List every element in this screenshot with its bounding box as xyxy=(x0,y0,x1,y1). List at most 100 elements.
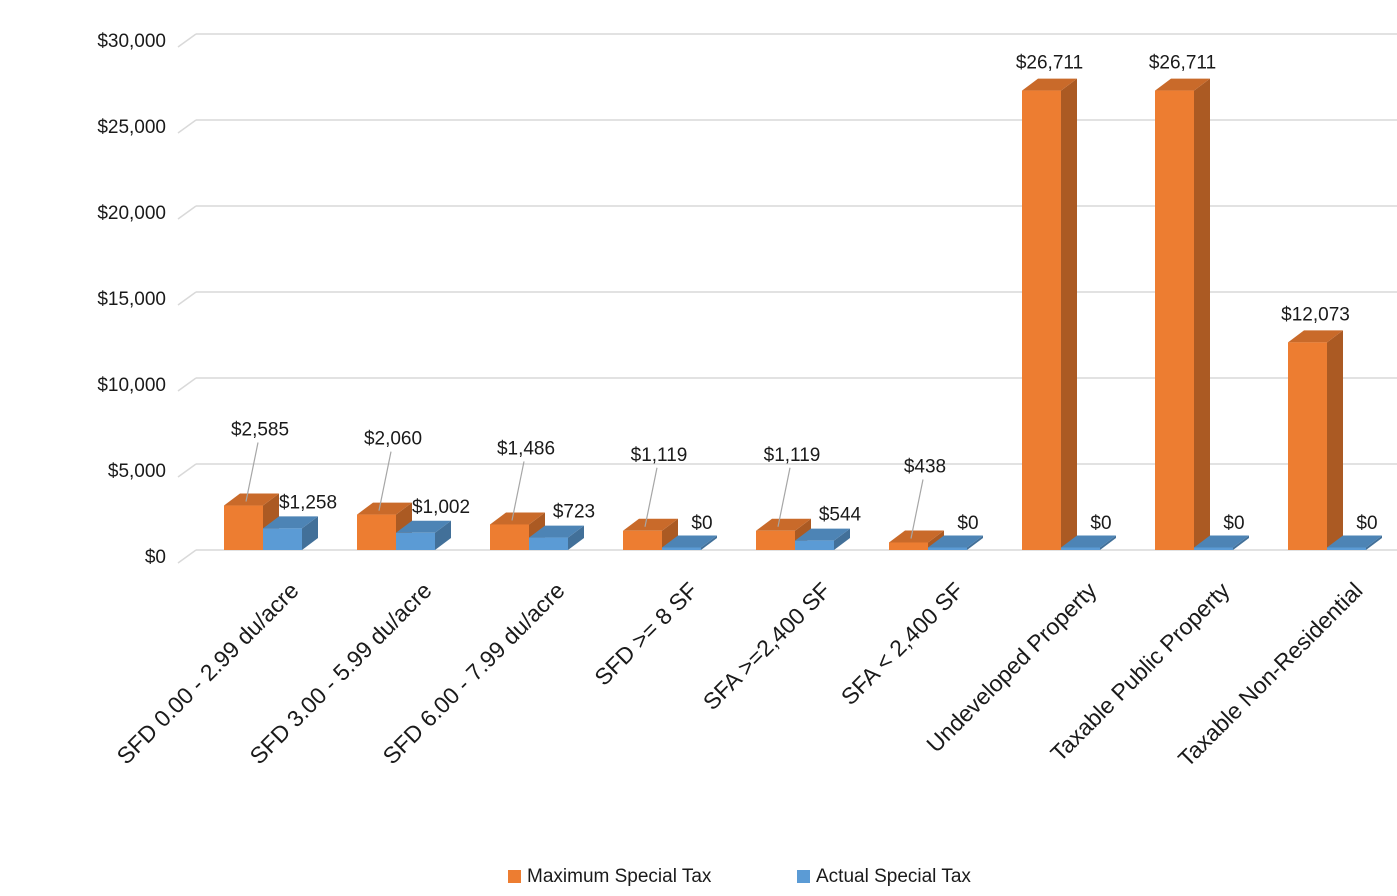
y-tick-label: $10,000 xyxy=(97,375,166,396)
actual-tax-bar xyxy=(928,535,983,550)
max-tax-bar-top xyxy=(357,502,412,515)
bars xyxy=(224,78,1382,550)
max-label-leader xyxy=(777,467,791,527)
max-tax-bar-front xyxy=(1288,342,1327,550)
actual-tax-bar-side xyxy=(1100,535,1116,550)
gridline-depth xyxy=(177,291,197,306)
max-tax-bar-front xyxy=(623,530,662,550)
actual-tax-data-label: $723 xyxy=(553,502,595,523)
max-tax-bar-top xyxy=(1155,78,1210,91)
y-tick-label: $0 xyxy=(145,547,166,568)
data-labels: $2,585 $1,258 $2,060 $1,002 $1,486 $723 $1,119… xyxy=(231,53,1378,534)
actual-tax-data-label: $1,258 xyxy=(279,492,337,513)
actual-tax-bar-front xyxy=(1061,547,1100,550)
max-tax-bar-top xyxy=(224,493,279,506)
y-tick-label: $20,000 xyxy=(97,203,166,224)
max-tax-data-label: $2,060 xyxy=(364,429,422,450)
actual-tax-data-label: $0 xyxy=(1223,513,1244,534)
actual-tax-data-label: $0 xyxy=(1090,513,1111,534)
actual-tax-data-label: $1,002 xyxy=(412,497,470,518)
legend-item: Actual Special Tax xyxy=(797,866,971,887)
actual-tax-bar-side xyxy=(701,535,717,550)
actual-tax-data-label: $0 xyxy=(957,513,978,534)
actual-tax-bar-front xyxy=(1194,547,1233,550)
actual-tax-data-label: $0 xyxy=(691,513,712,534)
actual-tax-bar-front xyxy=(795,540,834,550)
actual-tax-bar-front xyxy=(1327,547,1366,550)
gridline-depth xyxy=(177,205,197,220)
actual-tax-bar-front xyxy=(928,547,967,550)
legend-label: Actual Special Tax xyxy=(816,866,971,887)
max-tax-bar-front xyxy=(357,514,396,550)
max-tax-bar xyxy=(1022,78,1077,550)
actual-tax-bar-top xyxy=(1194,535,1249,548)
actual-tax-bar xyxy=(1327,535,1382,550)
gridline-depth xyxy=(177,463,197,478)
legend-item: Maximum Special Tax xyxy=(508,866,712,887)
max-tax-bar-top xyxy=(889,530,944,543)
actual-tax-bar xyxy=(795,528,850,550)
max-tax-bar-side xyxy=(662,518,678,550)
max-tax-data-label: $1,486 xyxy=(497,438,555,459)
max-label-leader xyxy=(910,479,924,539)
actual-tax-bar-top xyxy=(795,528,850,541)
legend-swatch xyxy=(797,870,810,883)
actual-tax-bar-side xyxy=(302,516,318,550)
max-label-leader xyxy=(644,467,658,527)
gridline-depth xyxy=(177,119,197,134)
max-label-leader xyxy=(245,442,259,502)
actual-tax-bar-side xyxy=(435,520,451,550)
actual-tax-bar xyxy=(1061,535,1116,550)
actual-tax-bar-top xyxy=(396,520,451,533)
actual-tax-bar xyxy=(1194,535,1249,550)
actual-tax-bar-side xyxy=(1233,535,1249,550)
actual-tax-bar-side xyxy=(834,528,850,550)
max-tax-data-label: $26,711 xyxy=(1149,53,1216,74)
max-tax-bar-top xyxy=(623,518,678,531)
max-tax-bar xyxy=(1288,330,1343,550)
gridline-depth xyxy=(177,33,197,48)
max-tax-bar-top xyxy=(1288,330,1343,343)
max-tax-bar-top xyxy=(490,512,545,525)
max-tax-bar-front xyxy=(224,505,263,550)
y-axis-ticks: $0 $5,000 $10,000 $15,000 $20,000 $25,000 $30,… xyxy=(97,31,166,568)
max-tax-bar-side xyxy=(1194,78,1210,550)
label-leader-lines xyxy=(245,442,924,539)
legend-swatch xyxy=(508,870,521,883)
max-tax-data-label: $1,119 xyxy=(764,445,821,466)
max-tax-data-label: $26,711 xyxy=(1016,53,1083,74)
max-tax-bar xyxy=(1155,78,1210,550)
actual-tax-bar-front xyxy=(662,547,701,550)
actual-tax-bar xyxy=(662,535,717,550)
max-tax-bar-front xyxy=(1155,90,1194,550)
x-category-label: SFA >=2,400 SF xyxy=(698,577,836,715)
actual-tax-bar-top xyxy=(1327,535,1382,548)
actual-tax-bar-top xyxy=(928,535,983,548)
actual-tax-data-label: $544 xyxy=(819,505,862,526)
max-tax-bar xyxy=(623,518,678,550)
max-tax-data-label: $438 xyxy=(904,456,946,477)
max-tax-data-label: $2,585 xyxy=(231,420,289,441)
actual-tax-bar-front xyxy=(529,537,568,550)
actual-tax-bar-top xyxy=(662,535,717,548)
max-tax-bar xyxy=(357,502,412,550)
max-tax-bar-top xyxy=(1022,78,1077,91)
actual-tax-bar-side xyxy=(568,525,584,550)
gridline-depth xyxy=(177,549,197,564)
max-tax-bar-front xyxy=(490,524,529,550)
max-label-leader xyxy=(511,461,525,521)
gridline-depth xyxy=(177,377,197,392)
actual-tax-bar-side xyxy=(967,535,983,550)
max-tax-bar-front xyxy=(889,542,928,550)
actual-tax-bar-top xyxy=(529,525,584,538)
actual-tax-bar xyxy=(529,525,584,550)
y-tick-label: $15,000 xyxy=(97,289,166,310)
actual-tax-bar-top xyxy=(1061,535,1116,548)
x-category-label: SFD >= 8 SF xyxy=(589,577,702,690)
max-tax-data-label: $1,119 xyxy=(631,445,688,466)
max-tax-bar-side xyxy=(1327,330,1343,550)
legend: Maximum Special Tax Actual Special Tax xyxy=(508,866,971,887)
max-tax-bar-top xyxy=(756,518,811,531)
